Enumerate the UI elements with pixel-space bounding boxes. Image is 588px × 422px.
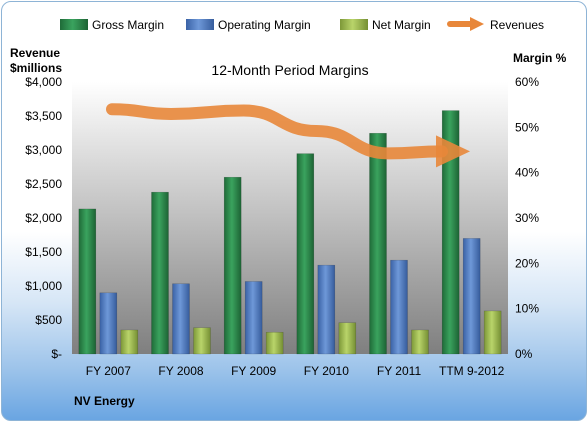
net-margin-bar — [120, 329, 139, 355]
chart-title: 12-Month Period Margins — [211, 62, 368, 78]
left-tick-label: $500 — [35, 313, 62, 327]
x-tick-label: FY 2007 — [86, 364, 131, 378]
left-tick-label: $2,000 — [25, 211, 62, 225]
x-tick-label: FY 2010 — [304, 364, 349, 378]
right-tick-label: 10% — [515, 302, 539, 316]
revenue-arrowhead — [436, 135, 470, 168]
net-margin-bar — [483, 310, 502, 355]
right-axis-ticks: 0% 10% 20% 30% 40% 50% 60% — [515, 75, 539, 361]
gross-margin-bar — [369, 132, 387, 355]
legend-swatch-net-margin — [340, 19, 368, 30]
left-axis-label-line2: $millions — [10, 61, 62, 75]
right-tick-label: 40% — [515, 166, 539, 180]
left-axis-label-line1: Revenue — [10, 46, 60, 60]
net-margin-bar — [193, 327, 211, 355]
net-margin-bar — [411, 329, 429, 355]
x-tick-label: TTM 9-2012 — [439, 364, 505, 378]
gross-margin-bar — [223, 176, 242, 355]
legend: Gross Margin Operating Margin Net Margin… — [60, 17, 544, 32]
right-tick-label: 20% — [515, 256, 539, 270]
right-tick-label: 0% — [515, 347, 533, 361]
x-tick-label: FY 2009 — [231, 364, 276, 378]
company-name: NV Energy — [74, 394, 135, 408]
legend-swatch-operating-margin — [186, 19, 214, 30]
operating-margin-bar — [99, 292, 118, 355]
left-tick-label: $1,000 — [25, 279, 62, 293]
legend-swatch-gross-margin — [60, 19, 88, 30]
operating-margin-bar — [317, 264, 336, 355]
bars-layer — [78, 110, 502, 355]
x-tick-label: FY 2011 — [377, 364, 422, 378]
legend-label-net-margin: Net Margin — [372, 18, 431, 32]
operating-margin-bar — [390, 259, 408, 355]
right-axis-label: Margin % — [513, 51, 567, 65]
left-axis-ticks: $- $500 $1,000 $1,500 $2,000 $2,500 $3,000 $3,5… — [25, 75, 62, 361]
left-tick-label: $1,500 — [25, 245, 62, 259]
left-tick-label: $2,500 — [25, 177, 62, 191]
right-tick-label: 60% — [515, 75, 539, 89]
left-tick-label: $4,000 — [25, 75, 62, 89]
legend-label-operating-margin: Operating Margin — [218, 18, 311, 32]
gross-margin-bar — [151, 191, 169, 355]
right-tick-label: 50% — [515, 120, 539, 134]
operating-margin-bar — [244, 281, 263, 355]
left-tick-label: $3,500 — [25, 109, 62, 123]
x-axis-ticks: FY 2007 FY 2008 FY 2009 FY 2010 FY 2011 TTM 9… — [86, 364, 505, 378]
x-tick-label: FY 2008 — [158, 364, 203, 378]
gross-margin-bar — [296, 153, 315, 355]
net-margin-bar — [265, 331, 284, 355]
legend-label-revenues: Revenues — [490, 18, 544, 32]
left-tick-label: $3,000 — [25, 143, 62, 157]
operating-margin-bar — [172, 283, 190, 355]
revenue-line — [106, 103, 448, 160]
gross-margin-bar — [78, 208, 97, 355]
legend-label-gross-margin: Gross Margin — [92, 18, 164, 32]
operating-margin-bar — [462, 238, 481, 355]
net-margin-bar — [338, 322, 357, 355]
gross-margin-bar — [441, 110, 460, 355]
left-tick-label: $- — [51, 347, 62, 361]
legend-swatch-revenues — [447, 17, 484, 31]
right-tick-label: 30% — [515, 211, 539, 225]
revenue-line-layer — [106, 103, 470, 168]
